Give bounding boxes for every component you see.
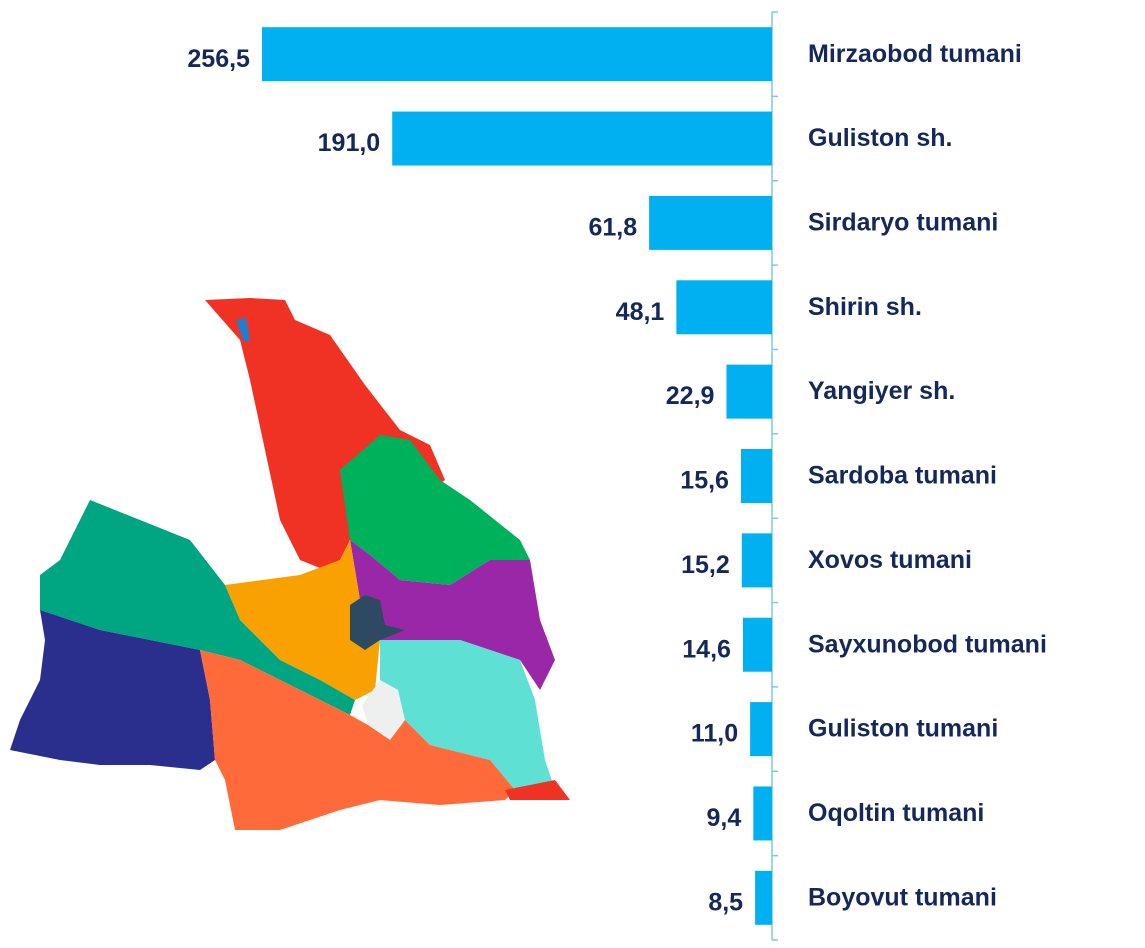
category-label: Guliston tumani bbox=[808, 715, 998, 743]
map-region bbox=[200, 650, 515, 830]
bar bbox=[676, 280, 772, 335]
data-label: 61,8 bbox=[588, 214, 637, 242]
data-label: 15,6 bbox=[680, 467, 729, 495]
map-region bbox=[350, 595, 405, 650]
category-label: Sirdaryo tumani bbox=[808, 209, 998, 237]
category-label: Mirzaobod tumani bbox=[808, 40, 1022, 68]
bar bbox=[740, 449, 772, 503]
category-label: Shirin sh. bbox=[808, 293, 922, 321]
data-label: 11,0 bbox=[691, 720, 738, 748]
data-label: 256,5 bbox=[187, 45, 250, 73]
map-region bbox=[10, 610, 215, 770]
map-region bbox=[236, 318, 250, 342]
bar bbox=[726, 364, 772, 419]
bar bbox=[741, 533, 772, 588]
map-region bbox=[362, 680, 405, 740]
bar bbox=[261, 27, 772, 82]
bar bbox=[649, 195, 772, 250]
bar bbox=[755, 870, 772, 925]
category-label: Guliston sh. bbox=[808, 124, 952, 152]
category-label: Xovos tumani bbox=[808, 546, 972, 574]
bar bbox=[392, 111, 772, 166]
data-label: 8,5 bbox=[708, 888, 743, 916]
bar bbox=[750, 702, 772, 757]
bar bbox=[753, 786, 772, 841]
category-label: Oqoltin tumani bbox=[808, 799, 984, 827]
data-label: 14,6 bbox=[682, 635, 731, 663]
data-label: 15,2 bbox=[681, 551, 730, 579]
data-label: 191,0 bbox=[318, 129, 381, 157]
bar bbox=[742, 617, 772, 672]
data-label: 22,9 bbox=[666, 382, 715, 410]
map-region bbox=[40, 500, 355, 715]
data-label: 48,1 bbox=[616, 298, 665, 326]
region-map bbox=[10, 298, 570, 830]
map-region bbox=[225, 540, 380, 700]
data-label: 9,4 bbox=[707, 804, 742, 832]
map-region bbox=[505, 780, 570, 800]
map-region bbox=[350, 540, 555, 690]
category-label: Boyovut tumani bbox=[808, 883, 997, 911]
category-label: Sayxunobod tumani bbox=[808, 630, 1047, 658]
category-label: Yangiyer sh. bbox=[808, 377, 955, 405]
map-region bbox=[380, 640, 555, 790]
map-region bbox=[340, 435, 530, 585]
category-label: Sardoba tumani bbox=[808, 462, 997, 490]
